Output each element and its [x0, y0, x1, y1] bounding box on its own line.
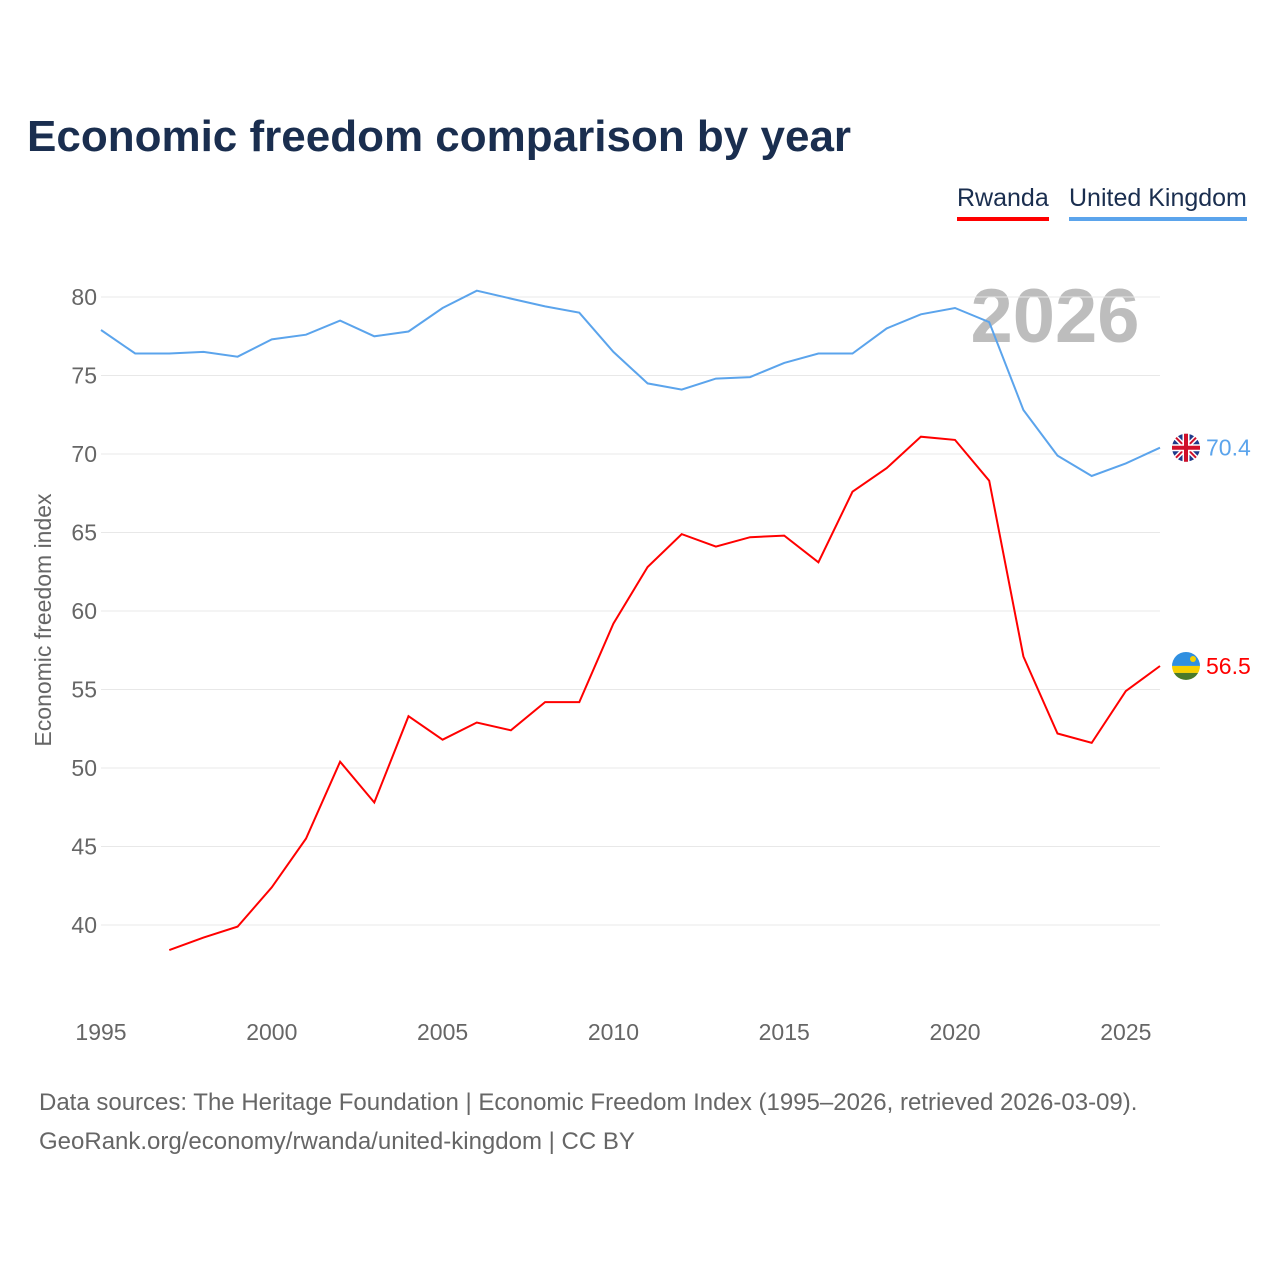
y-tick-label: 80 — [71, 284, 97, 310]
x-tick-label: 2025 — [1100, 1019, 1151, 1045]
x-tick-label: 2015 — [759, 1019, 810, 1045]
x-tick-label: 2000 — [246, 1019, 297, 1045]
end-value-label: 70.4 — [1206, 435, 1251, 461]
flag-sun — [1190, 655, 1196, 662]
y-tick-label: 65 — [71, 520, 97, 546]
flag-yellow — [1172, 665, 1200, 673]
flag-green — [1172, 672, 1200, 680]
flag-cross-red — [1172, 433, 1200, 462]
rwanda-flag-icon — [1172, 651, 1200, 680]
year-watermark: 2026 — [970, 274, 1139, 359]
source-line-2: GeoRank.org/economy/rwanda/united-kingdo… — [39, 1128, 635, 1155]
y-tick-label: 50 — [71, 755, 97, 781]
uk-flag-icon — [1172, 433, 1200, 462]
y-tick-label: 45 — [71, 834, 97, 860]
end-value-label: 56.5 — [1206, 653, 1251, 679]
y-tick-label: 60 — [71, 598, 97, 624]
y-axis-label: Economic freedom index — [30, 493, 56, 747]
x-tick-label: 2020 — [929, 1019, 980, 1045]
legend-rwanda[interactable]: Rwanda — [957, 184, 1049, 221]
x-tick-label: 2010 — [588, 1019, 639, 1045]
y-tick-label: 55 — [71, 677, 97, 703]
source-line-1: Data sources: The Heritage Foundation | … — [39, 1089, 1138, 1116]
y-tick-label: 70 — [71, 441, 97, 467]
y-tick-label: 40 — [71, 912, 97, 938]
x-tick-label: 1995 — [75, 1019, 126, 1045]
series-line-united-kingdom — [100, 289, 1161, 478]
legend-united-kingdom[interactable]: United Kingdom — [1069, 184, 1247, 221]
chart-title: Economic freedom comparison by year — [27, 112, 852, 161]
y-tick-label: 75 — [71, 363, 97, 389]
series-line-rwanda — [168, 435, 1161, 952]
x-tick-label: 2005 — [417, 1019, 468, 1045]
flag-blue — [1172, 651, 1200, 666]
